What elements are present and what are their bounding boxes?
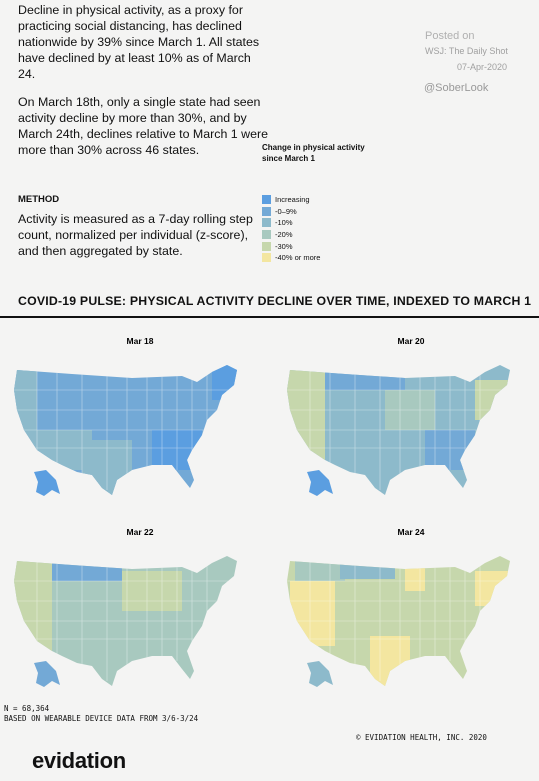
intro-paragraph: Decline in physical activity, as a proxy… [18, 3, 260, 81]
legend-swatch [262, 230, 271, 240]
legend-item: Increasing [262, 194, 320, 206]
legend-item: -10% [262, 217, 320, 229]
map-label: Mar 22 [127, 527, 154, 537]
legend-label: Increasing [275, 195, 310, 205]
legend-label: -20% [275, 230, 293, 240]
posted-label: Posted on [425, 30, 475, 42]
legend-swatch [262, 253, 271, 263]
map [287, 556, 510, 687]
legend-swatch [262, 206, 271, 216]
legend-item: -30% [262, 240, 320, 252]
posted-handle: @SoberLook [424, 82, 489, 94]
map-label: Mar 18 [127, 336, 154, 346]
legend-label: -40% or more [275, 253, 321, 263]
section-title: COVID-19 PULSE: PHYSICAL ACTIVITY DECLIN… [18, 294, 532, 308]
legend-label: -10% [275, 218, 293, 228]
legend-swatch [262, 218, 271, 228]
legend: Increasing -0–9% -10% -20% -30% -40% or more [262, 194, 320, 264]
maps: Mar 18 Mar 20 Mar 22 Mar 24 [14, 336, 510, 687]
map [287, 365, 510, 496]
legend-title: Change in physical activity since March … [262, 143, 365, 163]
posted-date: 07-Apr-2020 [457, 62, 508, 72]
legend-item: -20% [262, 229, 320, 241]
logo: evidation [32, 748, 126, 773]
legend-swatch [262, 195, 271, 205]
method-heading: METHOD [18, 194, 60, 205]
legend-label: -30% [275, 241, 293, 251]
legend-item: -40% or more [262, 252, 320, 264]
method-text: Activity is measured as a 7-day rolling … [18, 212, 253, 258]
legend-label: -0–9% [275, 206, 297, 216]
map [14, 556, 237, 687]
posted-source: WSJ: The Daily Shot [425, 46, 508, 56]
map-label: Mar 24 [398, 527, 425, 537]
legend-swatch [262, 241, 271, 251]
legend-item: -0–9% [262, 206, 320, 218]
map-label: Mar 20 [398, 336, 425, 346]
map [14, 365, 237, 496]
intro-paragraph: On March 18th, only a single state had s… [18, 95, 268, 157]
footnote-n: N = 68,364 [4, 704, 50, 713]
divider [0, 316, 539, 318]
copyright: © EVIDATION HEALTH, INC. 2020 [356, 733, 487, 742]
footnote-note: BASED ON WEARABLE DEVICE DATA FROM 3/6-3… [4, 714, 199, 723]
